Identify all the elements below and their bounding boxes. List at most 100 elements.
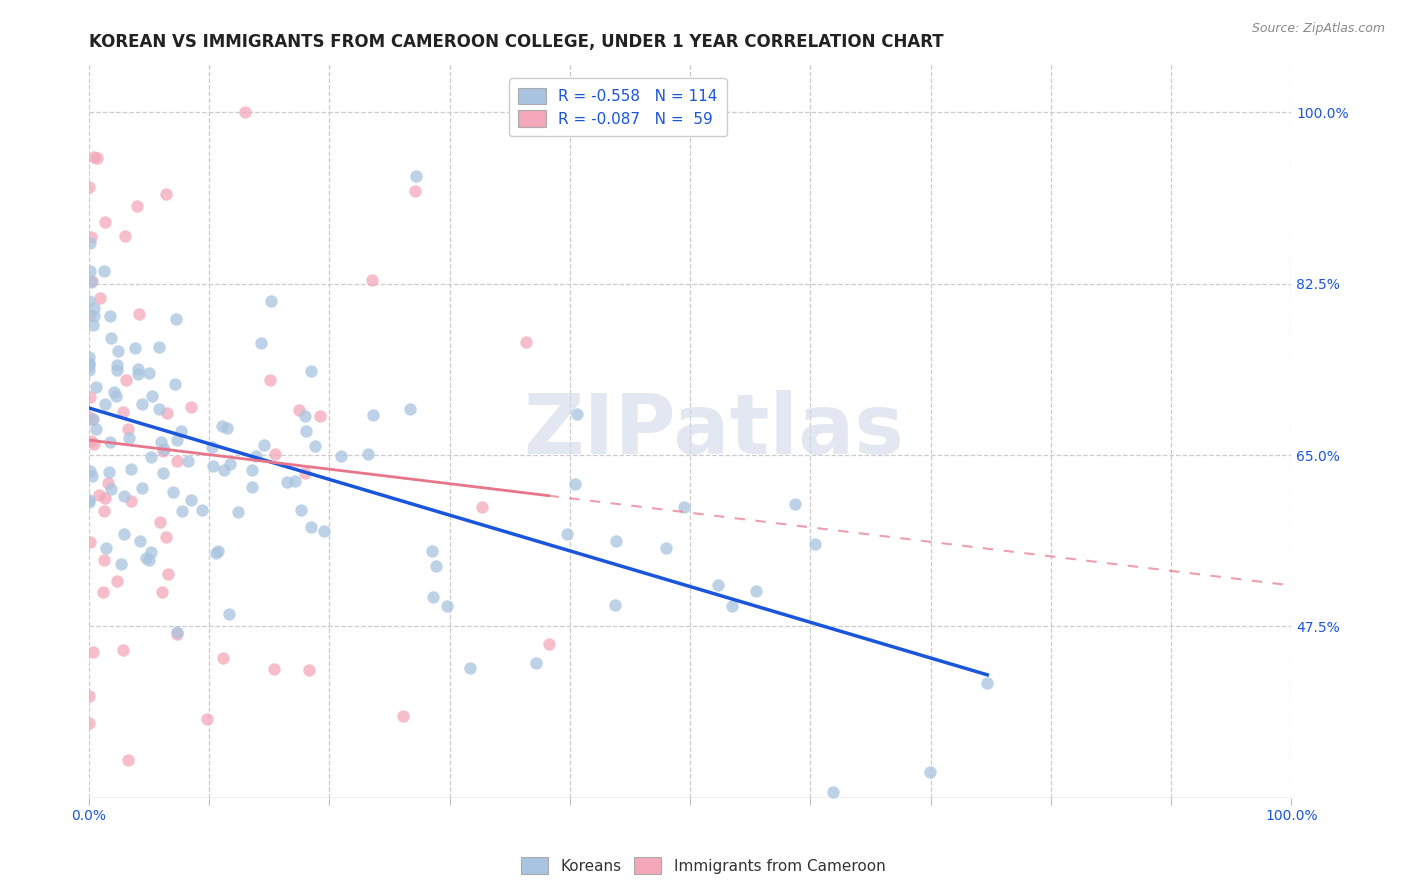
Point <box>212 651 235 665</box>
Point <box>721 599 744 614</box>
Point <box>153 442 176 456</box>
Point <box>218 607 240 621</box>
Point <box>148 401 170 416</box>
Point <box>212 463 235 477</box>
Point <box>823 785 845 799</box>
Point <box>79 495 101 509</box>
Point <box>564 476 586 491</box>
Point <box>128 307 150 321</box>
Point <box>744 583 766 598</box>
Point <box>425 558 447 573</box>
Point <box>152 443 174 458</box>
Point <box>219 457 242 471</box>
Point <box>298 663 321 677</box>
Legend: R = -0.558   N = 114, R = -0.087   N =  59: R = -0.558 N = 114, R = -0.087 N = 59 <box>509 78 727 136</box>
Point <box>112 489 135 503</box>
Point <box>565 407 588 421</box>
Point <box>77 362 100 376</box>
Point <box>77 350 100 364</box>
Point <box>129 534 152 549</box>
Point <box>138 552 160 566</box>
Point <box>276 475 298 489</box>
Point <box>163 377 186 392</box>
Point <box>77 293 100 308</box>
Point <box>294 466 316 480</box>
Point <box>471 500 494 515</box>
Point <box>82 412 104 426</box>
Point <box>515 334 537 349</box>
Text: Source: ZipAtlas.com: Source: ZipAtlas.com <box>1251 22 1385 36</box>
Point <box>93 264 115 278</box>
Point <box>180 400 202 414</box>
Point <box>77 716 100 731</box>
Point <box>405 169 427 183</box>
Point <box>82 645 104 659</box>
Point <box>156 566 179 581</box>
Point <box>115 373 138 387</box>
Point <box>201 440 224 454</box>
Point <box>155 530 177 544</box>
Point <box>79 535 101 549</box>
Point <box>139 545 162 559</box>
Point <box>93 553 115 567</box>
Point <box>120 494 142 508</box>
Point <box>803 537 825 551</box>
Point <box>166 627 188 641</box>
Point <box>233 105 256 120</box>
Point <box>605 534 627 549</box>
Point <box>207 544 229 558</box>
Point <box>94 491 117 506</box>
Point <box>105 574 128 588</box>
Point <box>79 464 101 478</box>
Point <box>170 425 193 439</box>
Point <box>166 434 188 448</box>
Point <box>80 469 103 483</box>
Point <box>80 434 103 448</box>
Point <box>131 397 153 411</box>
Point <box>117 753 139 767</box>
Point <box>141 450 163 464</box>
Point <box>263 662 285 676</box>
Point <box>605 598 627 612</box>
Point <box>294 409 316 423</box>
Point <box>94 541 117 556</box>
Point <box>155 187 177 202</box>
Point <box>299 520 322 534</box>
Point <box>260 293 283 308</box>
Point <box>391 708 413 723</box>
Point <box>79 308 101 322</box>
Point <box>83 150 105 164</box>
Point <box>141 389 163 403</box>
Point <box>112 643 135 657</box>
Point <box>112 527 135 541</box>
Point <box>436 599 458 613</box>
Point <box>127 367 149 381</box>
Point <box>304 440 326 454</box>
Point <box>155 406 177 420</box>
Point <box>422 590 444 604</box>
Point <box>77 493 100 508</box>
Point <box>110 557 132 571</box>
Point <box>120 461 142 475</box>
Point <box>98 309 121 323</box>
Point <box>127 361 149 376</box>
Point <box>180 493 202 508</box>
Point <box>107 343 129 358</box>
Point <box>259 373 281 387</box>
Point <box>249 336 271 351</box>
Point <box>357 446 380 460</box>
Point <box>82 318 104 333</box>
Point <box>655 541 678 556</box>
Point <box>93 215 115 229</box>
Point <box>77 689 100 703</box>
Text: KOREAN VS IMMIGRANTS FROM CAMEROON COLLEGE, UNDER 1 YEAR CORRELATION CHART: KOREAN VS IMMIGRANTS FROM CAMEROON COLLE… <box>89 33 943 51</box>
Point <box>245 449 267 463</box>
Point <box>253 438 276 452</box>
Point <box>204 545 226 559</box>
Text: ZIPatlas: ZIPatlas <box>523 390 904 471</box>
Point <box>149 435 172 450</box>
Point <box>93 504 115 518</box>
Point <box>329 449 352 463</box>
Point <box>97 476 120 491</box>
Point <box>87 488 110 502</box>
